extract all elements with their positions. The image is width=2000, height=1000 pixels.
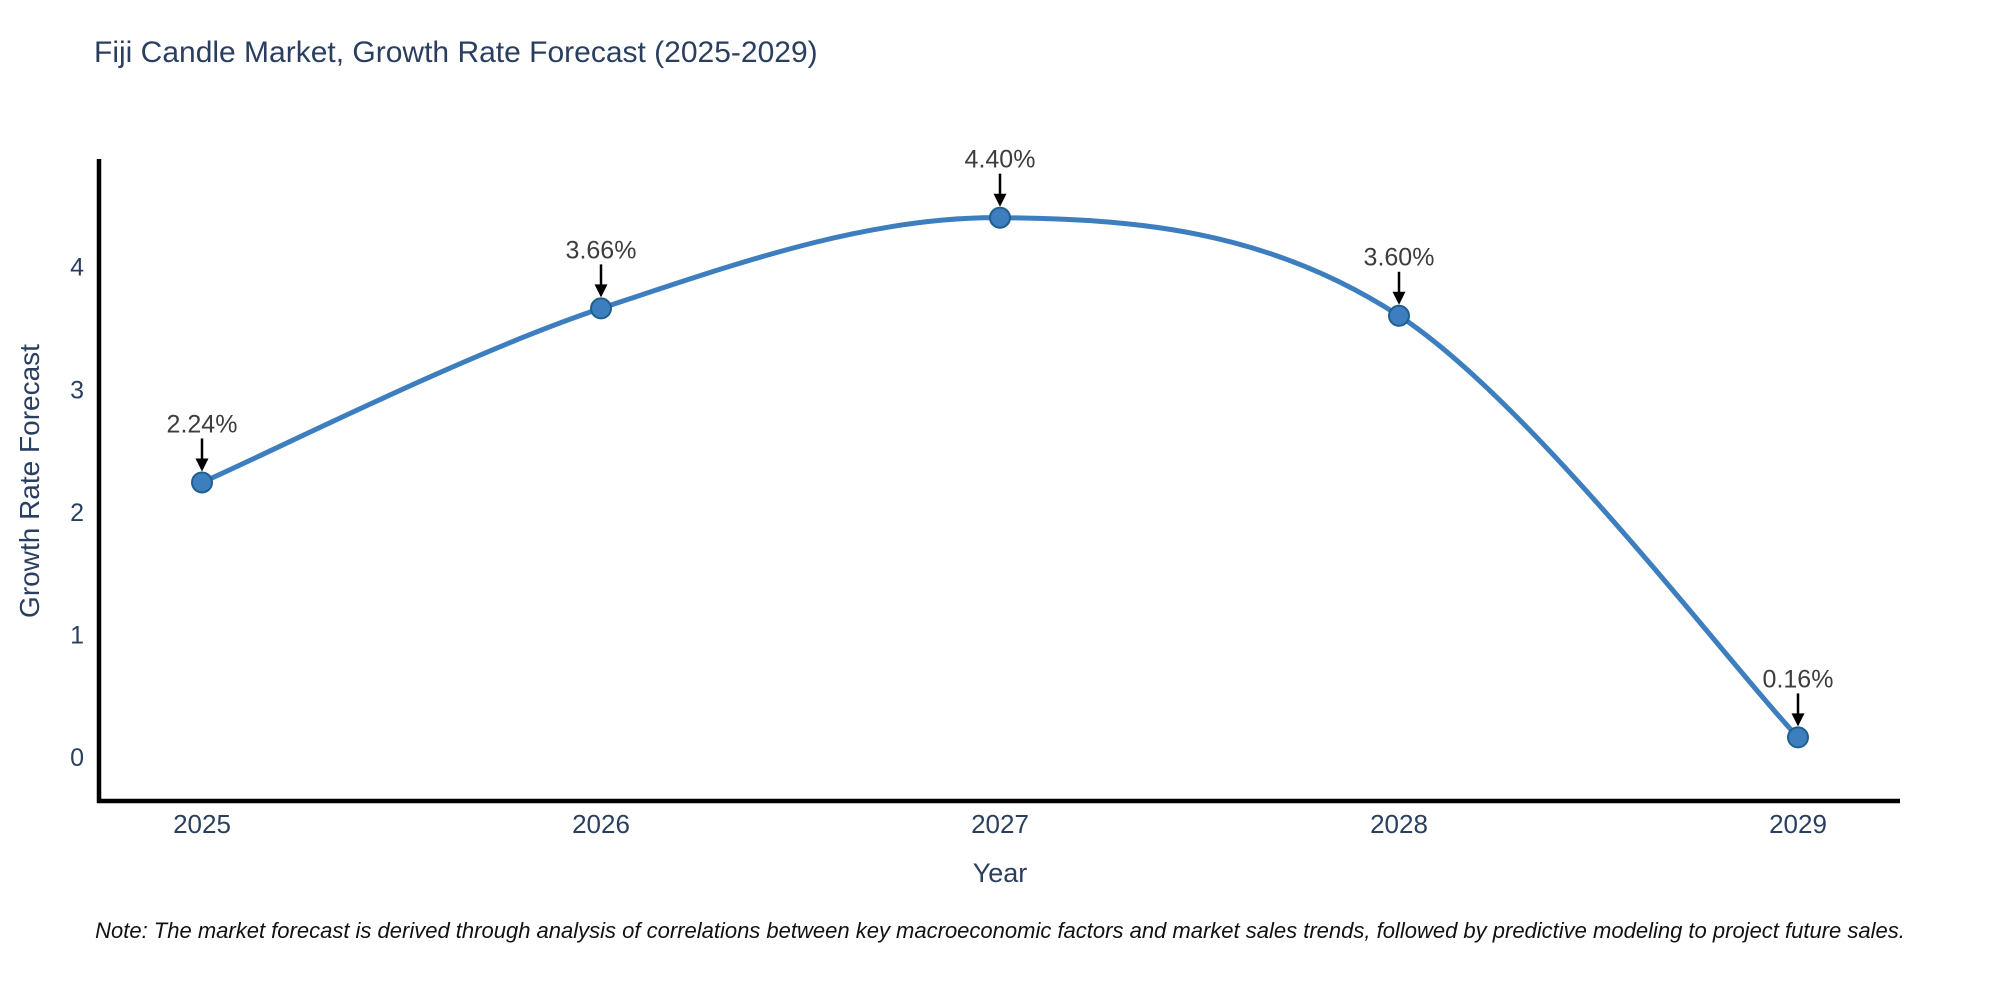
annotation-arrowhead — [1392, 291, 1406, 305]
x-axis-title: Year — [972, 858, 1028, 888]
x-tick-label-2026: 2026 — [572, 809, 630, 839]
footnote: Note: The market forecast is derived thr… — [95, 918, 1905, 943]
point-annotation-2029: 0.16% — [1763, 665, 1834, 693]
point-annotation-2028: 3.60% — [1364, 244, 1435, 272]
point-annotation-2027: 4.40% — [965, 146, 1036, 174]
point-annotation-2026: 3.66% — [566, 236, 637, 264]
x-tick-label-2027: 2027 — [971, 809, 1029, 839]
y-tick-label-4: 4 — [70, 254, 84, 282]
y-tick-label-2: 2 — [70, 499, 84, 527]
annotation-arrowhead — [195, 458, 209, 472]
x-tick-label-2028: 2028 — [1370, 809, 1428, 839]
y-tick-label-1: 1 — [70, 621, 84, 649]
data-point-2027 — [989, 206, 1011, 229]
point-annotation-2025: 2.24% — [167, 410, 238, 438]
data-point-2029 — [1787, 726, 1809, 749]
y-tick-label-0: 0 — [70, 744, 84, 772]
annotation-arrowhead — [1791, 713, 1805, 727]
forecast-line — [199, 215, 1801, 740]
annotation-arrowhead — [993, 193, 1007, 207]
x-tick-label-2025: 2025 — [173, 809, 231, 839]
data-point-2026 — [590, 297, 612, 320]
x-tick-label-2029: 2029 — [1769, 809, 1827, 839]
y-tick-label-3: 3 — [70, 376, 84, 404]
y-axis-title: Growth Rate Forecast — [14, 344, 45, 618]
annotation-arrowhead — [594, 284, 608, 298]
data-point-2028 — [1388, 304, 1410, 327]
data-point-2025 — [191, 471, 213, 494]
chart-title: Fiji Candle Market, Growth Rate Forecast… — [94, 36, 818, 69]
